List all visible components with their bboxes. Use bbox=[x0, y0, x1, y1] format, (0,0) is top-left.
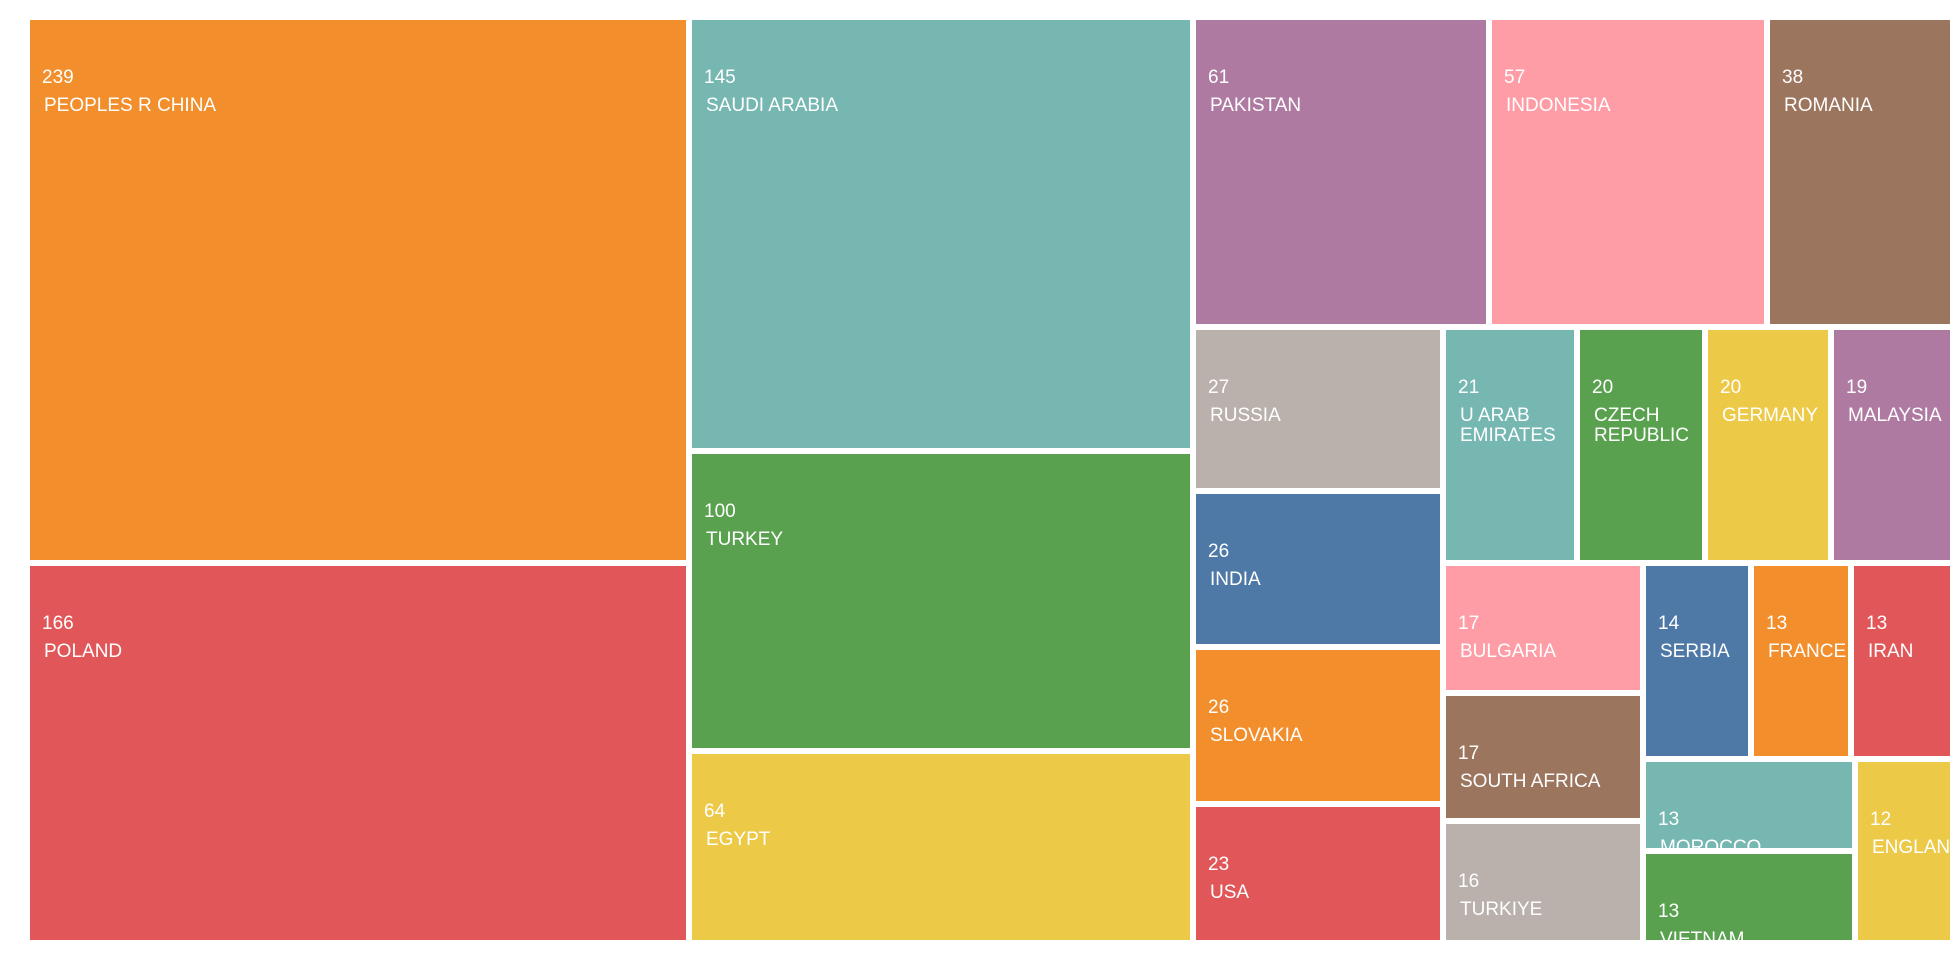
tile-label: GERMANY bbox=[1722, 405, 1819, 426]
tile-label: RUSSIA bbox=[1210, 405, 1281, 426]
tile-value: 26 bbox=[1208, 697, 1230, 718]
treemap-tile-south-africa: 17 SOUTH AFRICA bbox=[1446, 696, 1640, 818]
tile-label: POLAND bbox=[44, 641, 123, 662]
tile-label: MOROCCO bbox=[1660, 837, 1762, 849]
tile-label: ROMANIA bbox=[1784, 95, 1873, 116]
tile-label: INDONESIA bbox=[1506, 95, 1611, 116]
tile-value: 166 bbox=[42, 613, 74, 634]
treemap-tile-czech-republic: 20 CZECH REPUBLIC bbox=[1580, 330, 1702, 560]
tile-label: VIETNAM bbox=[1660, 929, 1745, 941]
tile-label: USA bbox=[1210, 882, 1250, 903]
treemap-tile-pakistan: 61 PAKISTAN bbox=[1196, 20, 1486, 324]
treemap-tile-usa: 23 USA bbox=[1196, 807, 1440, 940]
tile-label: SERBIA bbox=[1660, 641, 1730, 662]
treemap-tile-saudi-arabia: 145 SAUDI ARABIA bbox=[692, 20, 1190, 448]
tile-value: 12 bbox=[1870, 809, 1892, 830]
tile-label: PAKISTAN bbox=[1210, 95, 1302, 116]
tile-value: 19 bbox=[1846, 377, 1868, 398]
treemap-tile-malaysia: 19 MALAYSIA bbox=[1834, 330, 1950, 560]
tile-value: 38 bbox=[1782, 67, 1804, 88]
treemap-tile-vietnam: 13 VIETNAM bbox=[1646, 854, 1852, 940]
treemap-tile-germany: 20 GERMANY bbox=[1708, 330, 1828, 560]
tile-value: 13 bbox=[1658, 809, 1680, 830]
tile-label: INDIA bbox=[1210, 569, 1261, 590]
tile-value: 23 bbox=[1208, 854, 1230, 875]
tile-value: 26 bbox=[1208, 541, 1230, 562]
tile-value: 16 bbox=[1458, 871, 1480, 892]
treemap-tile-india: 26 INDIA bbox=[1196, 494, 1440, 644]
tile-value: 13 bbox=[1766, 613, 1788, 634]
tile-label: SLOVAKIA bbox=[1210, 725, 1303, 746]
treemap-tile-iran: 13 IRAN bbox=[1854, 566, 1950, 756]
treemap-tile-russia: 27 RUSSIA bbox=[1196, 330, 1440, 488]
tile-value: 17 bbox=[1458, 613, 1480, 634]
treemap-tile-turkiye: 16 TURKIYE bbox=[1446, 824, 1640, 940]
tile-value: 27 bbox=[1208, 377, 1230, 398]
treemap-tile-indonesia: 57 INDONESIA bbox=[1492, 20, 1764, 324]
tile-value: 13 bbox=[1658, 901, 1680, 922]
tile-value: 21 bbox=[1458, 377, 1480, 398]
tile-label: MALAYSIA bbox=[1848, 405, 1942, 426]
treemap-tile-peoples-r-china: 239 PEOPLES R CHINA bbox=[30, 20, 686, 560]
tile-value: 64 bbox=[704, 801, 726, 822]
tile-value: 20 bbox=[1592, 377, 1614, 398]
tile-value: 61 bbox=[1208, 67, 1230, 88]
tile-label: U ARAB EMIRATES bbox=[1460, 405, 1556, 446]
tile-label: CZECH REPUBLIC bbox=[1594, 405, 1690, 446]
tile-value: 100 bbox=[704, 501, 736, 522]
tile-label: TURKIYE bbox=[1460, 899, 1543, 920]
tile-value: 17 bbox=[1458, 743, 1480, 764]
treemap-tile-turkey: 100 TURKEY bbox=[692, 454, 1190, 748]
treemap-tile-poland: 166 POLAND bbox=[30, 566, 686, 940]
tile-label: BULGARIA bbox=[1460, 641, 1557, 662]
tile-value: 239 bbox=[42, 67, 74, 88]
tile-label: EGYPT bbox=[706, 829, 771, 850]
tile-label: TURKEY bbox=[706, 529, 784, 550]
treemap-tile-slovakia: 26 SLOVAKIA bbox=[1196, 650, 1440, 801]
treemap-tile-serbia: 14 SERBIA bbox=[1646, 566, 1748, 756]
tile-label: SOUTH AFRICA bbox=[1460, 771, 1601, 792]
tile-value: 145 bbox=[704, 67, 736, 88]
treemap-tile-u-arab-emirates: 21 U ARAB EMIRATES bbox=[1446, 330, 1574, 560]
treemap-tile-romania: 38 ROMANIA bbox=[1770, 20, 1950, 324]
tile-value: 20 bbox=[1720, 377, 1742, 398]
tile-label: PEOPLES R CHINA bbox=[44, 95, 217, 116]
treemap-tile-france: 13 FRANCE bbox=[1754, 566, 1848, 756]
treemap-tile-egypt: 64 EGYPT bbox=[692, 754, 1190, 940]
tile-label: FRANCE bbox=[1768, 641, 1847, 662]
tile-label: ENGLAND bbox=[1872, 837, 1950, 858]
tile-value: 13 bbox=[1866, 613, 1888, 634]
tile-label: SAUDI ARABIA bbox=[706, 95, 838, 116]
tile-label: IRAN bbox=[1868, 641, 1914, 662]
tile-value: 57 bbox=[1504, 67, 1526, 88]
treemap-tile-bulgaria: 17 BULGARIA bbox=[1446, 566, 1640, 690]
tile-value: 14 bbox=[1658, 613, 1680, 634]
treemap-tile-morocco: 13 MOROCCO bbox=[1646, 762, 1852, 848]
treemap-tile-england: 12 ENGLAND bbox=[1858, 762, 1950, 940]
